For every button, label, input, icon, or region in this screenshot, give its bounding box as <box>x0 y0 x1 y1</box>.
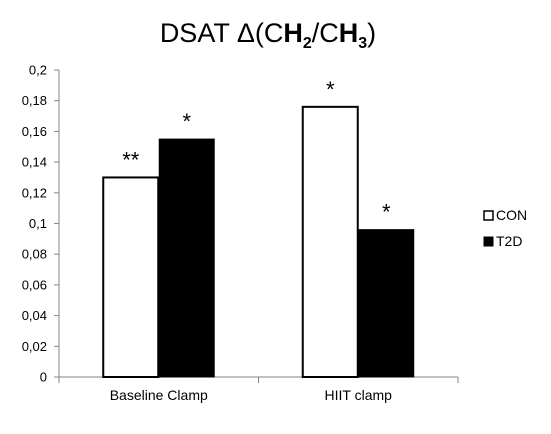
axes: 0 0,02 0,04 0,06 0,08 0,1 0,12 0,14 0,16 0,18 0,2 B… <box>22 63 459 403</box>
bar <box>301 105 359 378</box>
y-tick-label: 0,02 <box>22 339 47 354</box>
y-tick-label: 0,12 <box>22 185 47 200</box>
bar <box>102 176 160 378</box>
bars <box>102 105 415 378</box>
y-tick-label: 0,04 <box>22 308 47 323</box>
significance-label: * <box>182 109 191 134</box>
y-tick-label: 0,2 <box>29 63 47 78</box>
legend-label: T2D <box>496 233 522 249</box>
y-tick-label: 0,14 <box>22 155 47 170</box>
y-tick-label: 0,08 <box>22 247 47 262</box>
significance-label: ** <box>122 147 140 172</box>
x-tick-label: HIIT clamp <box>325 387 393 403</box>
y-tick-label: 0,16 <box>22 124 47 139</box>
legend-swatch <box>483 210 494 221</box>
bar <box>158 138 215 378</box>
chart-title: DSAT Δ(CH2/CH3) <box>160 18 376 52</box>
significance-label: * <box>326 77 335 102</box>
bar <box>358 229 415 378</box>
x-tick-label: Baseline Clamp <box>110 387 208 403</box>
y-tick-label: 0,1 <box>29 216 47 231</box>
y-tick-label: 0,06 <box>22 277 47 292</box>
significance-label: * <box>382 200 391 225</box>
legend-label: CON <box>496 207 527 223</box>
legend: CON T2D <box>483 207 527 249</box>
legend-swatch <box>483 236 494 247</box>
y-tick-label: 0,18 <box>22 93 47 108</box>
labels: ***** <box>122 77 391 225</box>
y-tick-label: 0 <box>40 370 47 385</box>
